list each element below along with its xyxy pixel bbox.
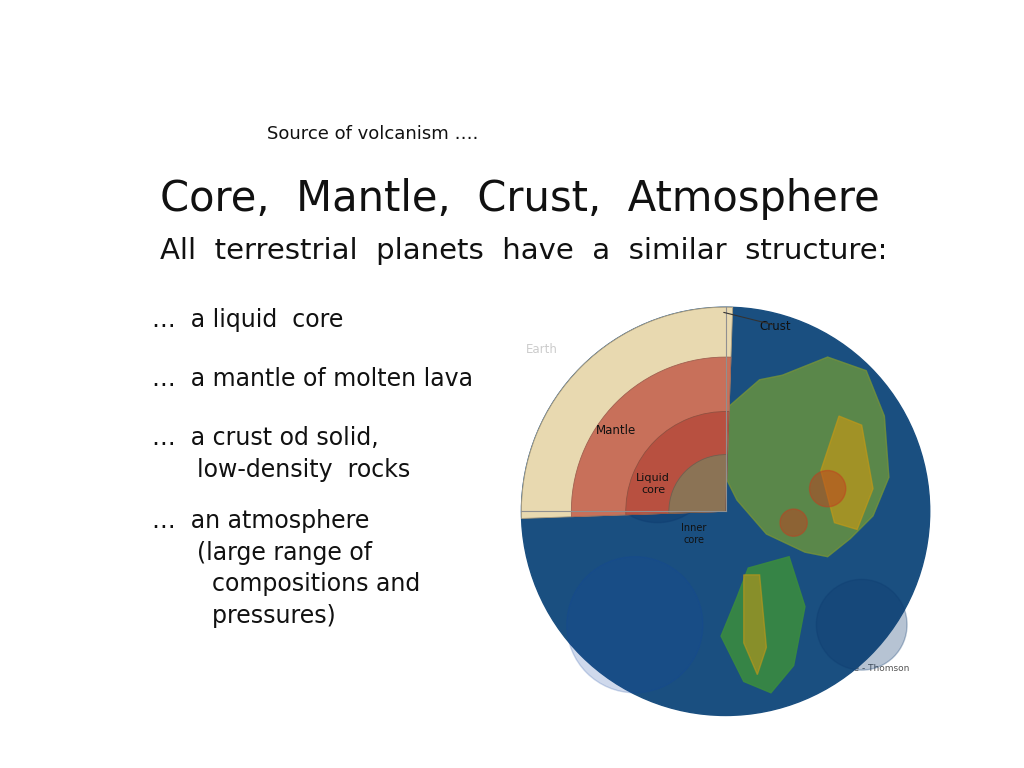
Polygon shape	[715, 357, 889, 557]
Polygon shape	[721, 557, 805, 693]
Circle shape	[601, 409, 715, 523]
Text: © 2006 Brooks/Cole - Thomson: © 2006 Brooks/Cole - Thomson	[768, 664, 909, 673]
Wedge shape	[521, 307, 733, 518]
Text: All  terrestrial  planets  have  a  similar  structure:: All terrestrial planets have a similar s…	[160, 237, 887, 265]
Circle shape	[567, 557, 702, 693]
Polygon shape	[821, 416, 873, 529]
Text: Crust: Crust	[760, 319, 792, 333]
Text: Earth: Earth	[526, 343, 558, 356]
Text: …  a mantle of molten lava: … a mantle of molten lava	[152, 367, 473, 391]
Polygon shape	[715, 357, 889, 557]
Circle shape	[816, 579, 907, 670]
Wedge shape	[626, 412, 729, 515]
Text: Mantle: Mantle	[596, 424, 637, 437]
Wedge shape	[571, 357, 731, 517]
Text: …  an atmosphere
      (large range of
        compositions and
        pressure: … an atmosphere (large range of composit…	[152, 509, 420, 628]
Circle shape	[521, 307, 930, 716]
Polygon shape	[743, 574, 766, 674]
Text: Core,  Mantle,  Crust,  Atmosphere: Core, Mantle, Crust, Atmosphere	[160, 178, 880, 220]
Wedge shape	[669, 455, 728, 513]
Circle shape	[780, 509, 807, 536]
Text: Source of volcanism ….: Source of volcanism ….	[267, 124, 478, 143]
Text: Liquid
core: Liquid core	[636, 473, 670, 495]
Text: Inner
core: Inner core	[681, 523, 707, 545]
Text: …  a liquid  core: … a liquid core	[152, 308, 343, 332]
Text: …  a crust od solid,
      low-density  rocks: … a crust od solid, low-density rocks	[152, 426, 410, 482]
Circle shape	[810, 471, 846, 507]
